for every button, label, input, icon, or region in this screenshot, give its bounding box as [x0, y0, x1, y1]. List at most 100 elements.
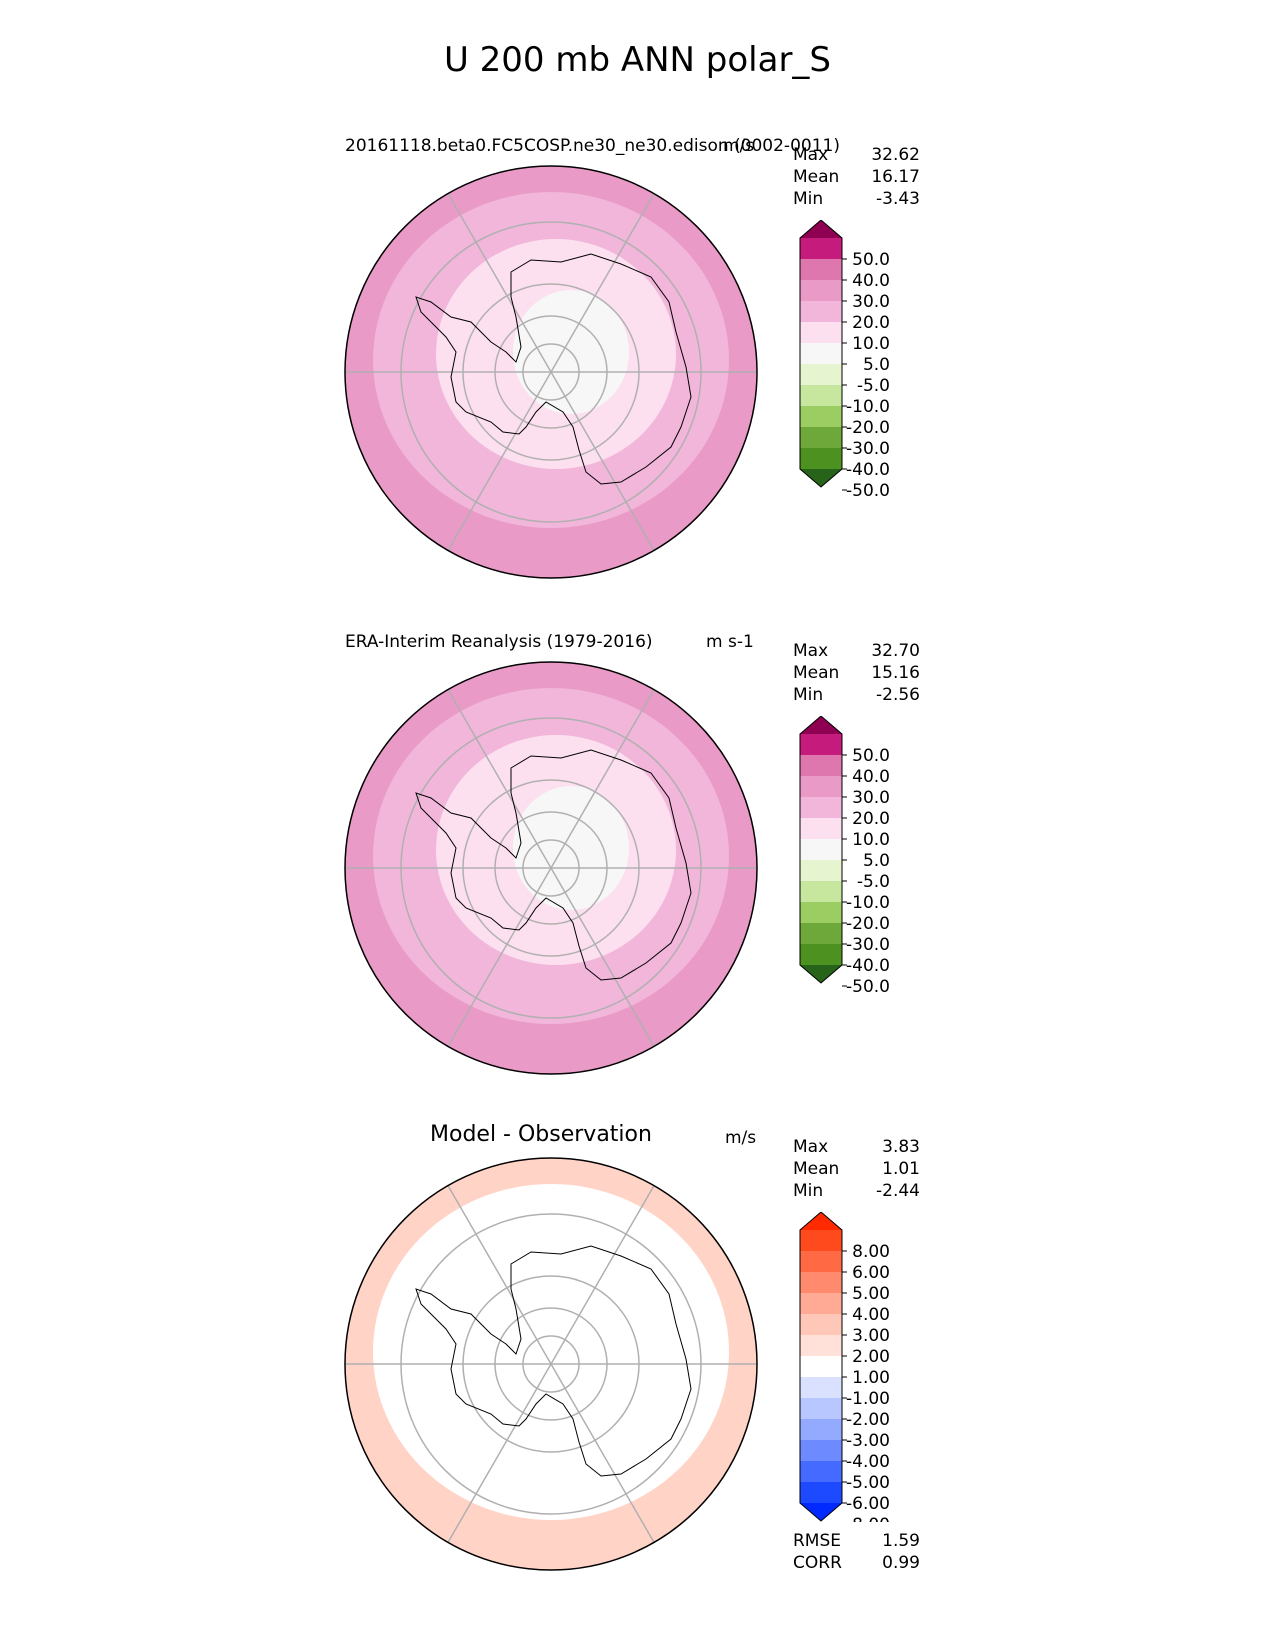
colorbar-extend-bottom	[800, 469, 842, 487]
antarctica-coastline	[415, 749, 692, 981]
colorbar-tick-label: 40.0	[852, 271, 890, 291]
stat-label: Mean	[793, 663, 840, 683]
colorbar-tick-label: -3.00	[846, 1431, 890, 1451]
stat-value: -2.44	[876, 1181, 920, 1201]
colorbar-tick-label: 5.00	[852, 1284, 890, 1304]
panel-1-colorbar: 50.040.030.020.010.05.0-5.0-10.0-20.0-30…	[799, 220, 890, 501]
colorbar-tick-label: -20.0	[846, 418, 890, 438]
metric-value: 1.59	[882, 1531, 920, 1551]
panel-2-stats: Max 32.70 Mean 15.16 Min -2.56	[793, 640, 920, 706]
panel-2-title: ERA-Interim Reanalysis (1979-2016)	[345, 632, 653, 652]
stat-label: Min	[793, 685, 824, 705]
colorbar-segment	[800, 1398, 842, 1419]
colorbar-tick-label: -10.0	[846, 893, 890, 913]
colorbar-segment	[800, 1314, 842, 1335]
colorbar-extend-top	[800, 1212, 842, 1230]
colorbar-tick-label: 20.0	[852, 313, 890, 333]
colorbar-tick-label: -30.0	[846, 935, 890, 955]
colorbar-tick-label: 50.0	[852, 250, 890, 270]
colorbar-tick-label: 4.00	[852, 1305, 890, 1325]
colorbar-segment	[800, 259, 842, 280]
colorbar-segment	[800, 1230, 842, 1251]
colorbar-tick-label: 40.0	[852, 767, 890, 787]
metric-value: 0.99	[882, 1553, 920, 1573]
figure-title: U 200 mb ANN polar_S	[443, 40, 832, 80]
colorbar-tick-label: -2.00	[846, 1410, 890, 1430]
stat-value: 1.01	[882, 1159, 920, 1179]
longitude-gridline	[447, 867, 552, 1047]
colorbar-tick-label: 50.0	[852, 746, 890, 766]
panel-3-title: Model - Observation	[430, 1122, 652, 1147]
colorbar-segment	[800, 839, 842, 860]
map-boundary	[344, 165, 758, 579]
longitude-gridline	[550, 371, 655, 551]
colorbar-segment	[800, 1251, 842, 1272]
panel-2-colorbar: 50.040.030.020.010.05.0-5.0-10.0-20.0-30…	[799, 716, 890, 997]
colorbar-segment	[800, 902, 842, 923]
map-boundary	[344, 661, 758, 1075]
longitude-gridline	[550, 1185, 655, 1365]
metric-label: RMSE	[793, 1531, 842, 1551]
panel-1-stats: Max 32.62 Mean 16.17 Min -3.43	[793, 144, 920, 210]
longitude-gridline	[447, 371, 552, 551]
colorbar-segment	[800, 944, 842, 965]
colorbar-tick-label: 8.00	[852, 1242, 890, 1262]
stat-value: 32.70	[871, 641, 920, 661]
colorbar-extend-top	[800, 220, 842, 238]
colorbar-segment	[800, 881, 842, 902]
colorbar-tick-label: -10.0	[846, 397, 890, 417]
panel-3-stats: Max 3.83 Mean 1.01 Min -2.44	[793, 1136, 920, 1202]
map-boundary	[344, 1157, 758, 1571]
stat-label: Min	[793, 1181, 824, 1201]
colorbar-segment	[800, 364, 842, 385]
colorbar-tick-label: -8.00	[846, 1515, 890, 1522]
colorbar-segment	[800, 860, 842, 881]
panel-3-metrics: RMSE 1.59 CORR 0.99	[793, 1530, 920, 1574]
colorbar-segment	[800, 1461, 842, 1482]
colorbar-segment	[800, 280, 842, 301]
stat-label: Min	[793, 189, 824, 209]
longitude-gridline	[550, 1363, 655, 1543]
colorbar-tick-label: -50.0	[846, 977, 890, 997]
panel-3-polar-map	[344, 1157, 758, 1571]
stat-label: Max	[793, 641, 829, 661]
stat-value: -3.43	[876, 189, 920, 209]
colorbar-segment	[800, 734, 842, 755]
colorbar-tick-label: -5.0	[857, 376, 890, 396]
colorbar-segment	[800, 1293, 842, 1314]
colorbar-extend-bottom	[800, 965, 842, 983]
stat-value: 16.17	[871, 167, 920, 187]
colorbar-tick-label: 10.0	[852, 830, 890, 850]
colorbar-segment	[800, 797, 842, 818]
colorbar-segment	[800, 818, 842, 839]
colorbar-segment	[800, 322, 842, 343]
colorbar-tick-label: 3.00	[852, 1326, 890, 1346]
colorbar-segment	[800, 1377, 842, 1398]
colorbar-segment	[800, 238, 842, 259]
colorbar-segment	[800, 923, 842, 944]
colorbar-tick-label: 2.00	[852, 1347, 890, 1367]
longitude-gridline	[447, 193, 552, 373]
colorbar-tick-label: -20.0	[846, 914, 890, 934]
colorbar-segment	[800, 755, 842, 776]
colorbar-segment	[800, 1335, 842, 1356]
longitude-gridline	[447, 689, 552, 869]
panel-1-polar-map	[344, 165, 758, 579]
colorbar-segment	[800, 427, 842, 448]
stat-value: 32.62	[871, 145, 920, 165]
colorbar-extend-bottom	[800, 1503, 842, 1521]
colorbar-segment	[800, 343, 842, 364]
colorbar-segment	[800, 1272, 842, 1293]
colorbar-tick-label: 30.0	[852, 788, 890, 808]
colorbar-tick-label: -40.0	[846, 956, 890, 976]
colorbar-segment	[800, 385, 842, 406]
colorbar-segment	[800, 1440, 842, 1461]
colorbar-tick-label: 10.0	[852, 334, 890, 354]
colorbar-segment	[800, 1356, 842, 1377]
stat-label: Max	[793, 145, 829, 165]
panel-3-unit: m/s	[725, 1128, 757, 1148]
panel-2-polar-map	[344, 661, 758, 1075]
longitude-gridline	[447, 1363, 552, 1543]
stat-value: -2.56	[876, 685, 920, 705]
colorbar-tick-label: -30.0	[846, 439, 890, 459]
